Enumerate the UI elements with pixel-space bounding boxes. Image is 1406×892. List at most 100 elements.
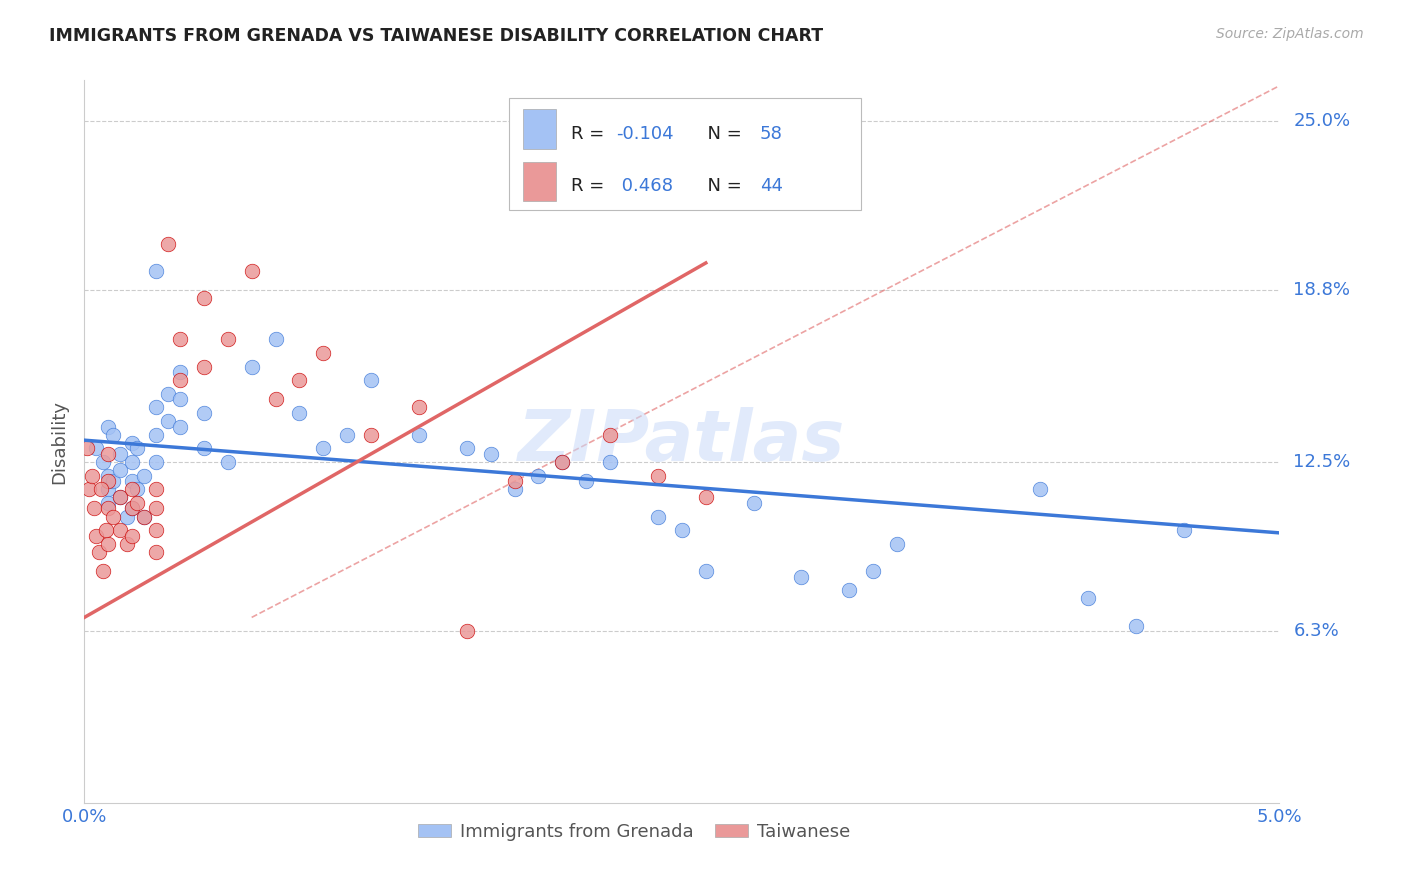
Point [145, 455, 167, 469]
Point [456, 442, 478, 456]
Point [121, 455, 143, 469]
Point [121, 474, 143, 488]
Point [527, 468, 550, 483]
Point [647, 509, 669, 524]
Point [695, 491, 717, 505]
Point [132, 468, 156, 483]
Text: N =: N = [696, 125, 748, 144]
Point [264, 332, 287, 346]
Point [125, 482, 148, 496]
Point [145, 501, 167, 516]
Point [121, 501, 143, 516]
Point [86, 528, 108, 542]
Point [312, 346, 335, 360]
Text: N =: N = [696, 177, 748, 194]
Text: 44: 44 [759, 177, 783, 194]
Point [193, 406, 215, 420]
Point [360, 373, 382, 387]
Text: 6.3%: 6.3% [1294, 622, 1339, 640]
Text: IMMIGRANTS FROM GRENADA VS TAIWANESE DISABILITY CORRELATION CHART: IMMIGRANTS FROM GRENADA VS TAIWANESE DIS… [49, 27, 824, 45]
Point [121, 528, 143, 542]
Point [145, 523, 167, 537]
Point [169, 392, 191, 407]
Point [97, 501, 120, 516]
Point [193, 359, 215, 374]
Text: 12.5%: 12.5% [1294, 453, 1351, 471]
Point [101, 474, 124, 488]
Point [408, 401, 430, 415]
Point [121, 501, 143, 516]
Point [575, 474, 598, 488]
Text: 18.8%: 18.8% [1294, 281, 1350, 299]
Point [97, 482, 120, 496]
Point [288, 373, 311, 387]
Point [157, 387, 180, 401]
Point [479, 447, 502, 461]
Point [132, 509, 156, 524]
Point [145, 401, 167, 415]
Point [101, 427, 124, 442]
Point [288, 406, 311, 420]
Point [125, 442, 148, 456]
Point [838, 583, 860, 598]
Point [145, 482, 167, 496]
Point [110, 491, 132, 505]
Point [157, 414, 180, 428]
Point [77, 482, 100, 496]
Point [217, 455, 239, 469]
Point [93, 455, 115, 469]
Point [97, 474, 120, 488]
Point [93, 564, 115, 578]
Point [87, 545, 110, 559]
Point [647, 468, 669, 483]
Point [117, 537, 139, 551]
Text: Source: ZipAtlas.com: Source: ZipAtlas.com [1216, 27, 1364, 41]
Point [125, 496, 148, 510]
Point [336, 427, 359, 442]
Point [97, 419, 120, 434]
Point [97, 468, 120, 483]
Point [217, 332, 239, 346]
Point [193, 442, 215, 456]
Point [145, 545, 167, 559]
Point [101, 509, 124, 524]
Point [94, 523, 117, 537]
Point [671, 523, 693, 537]
Point [121, 482, 143, 496]
Point [790, 569, 813, 583]
Point [83, 501, 105, 516]
Point [80, 468, 103, 483]
Point [117, 509, 139, 524]
Point [1029, 482, 1052, 496]
Text: -0.104: -0.104 [616, 125, 673, 144]
Point [97, 447, 120, 461]
Point [742, 496, 765, 510]
Point [695, 564, 717, 578]
Point [240, 264, 263, 278]
Point [110, 491, 132, 505]
Point [408, 427, 430, 442]
Point [1173, 523, 1195, 537]
Point [169, 373, 191, 387]
Point [121, 436, 143, 450]
Point [193, 292, 215, 306]
Point [360, 427, 382, 442]
Point [110, 523, 132, 537]
Point [110, 463, 132, 477]
Point [145, 264, 167, 278]
Point [551, 455, 574, 469]
Point [503, 482, 526, 496]
Text: 0.468: 0.468 [616, 177, 673, 194]
Point [169, 332, 191, 346]
Point [551, 455, 574, 469]
Point [599, 427, 621, 442]
Point [862, 564, 884, 578]
Point [599, 455, 621, 469]
Point [97, 496, 120, 510]
Point [90, 482, 112, 496]
Text: R =: R = [571, 125, 610, 144]
Point [886, 537, 908, 551]
Point [240, 359, 263, 374]
Text: 58: 58 [759, 125, 783, 144]
Point [264, 392, 287, 407]
